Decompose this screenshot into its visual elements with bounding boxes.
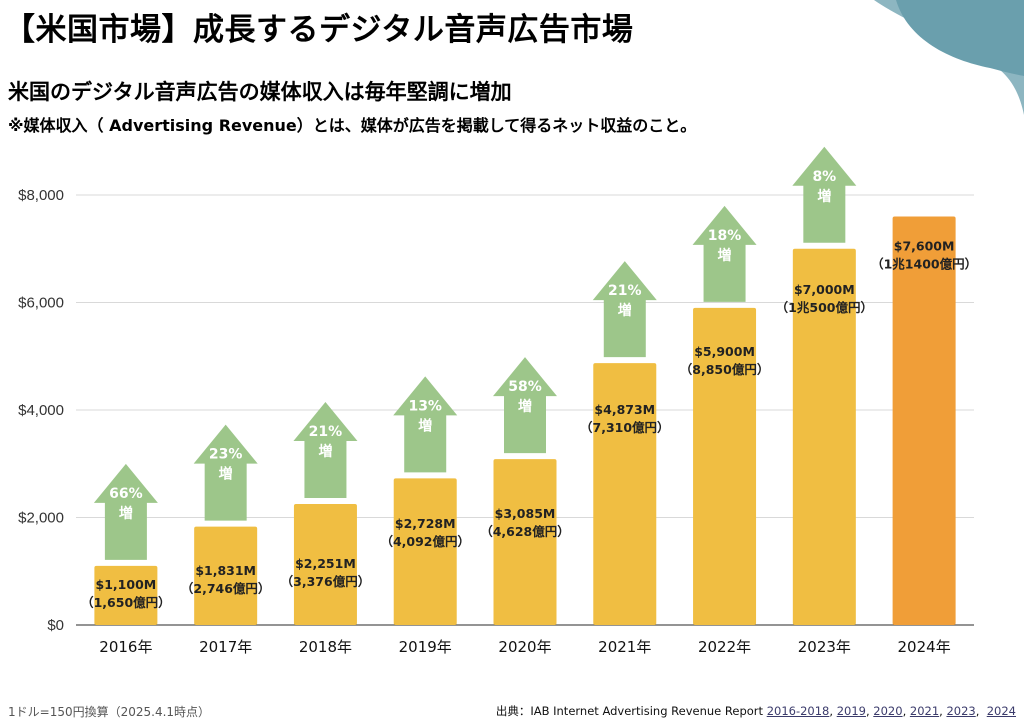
- growth-suffix-label: 増: [618, 302, 632, 319]
- bar-2023年: [792, 248, 856, 625]
- y-tick-label: $2,000: [18, 510, 64, 527]
- source-link-2021[interactable]: 2021: [909, 704, 940, 718]
- growth-arrow-2017年: [193, 424, 258, 521]
- yen-label: （8,850億円）: [680, 362, 770, 377]
- growth-suffix-label: 増: [119, 505, 133, 522]
- y-tick-label: $0: [47, 617, 64, 634]
- yen-label: （4,628億円）: [480, 524, 570, 539]
- growth-pct-label: 8%: [812, 169, 836, 185]
- x-tick-label: 2019年: [399, 638, 452, 656]
- growth-arrows: 66% 増 23% 増 21% 増 13% 増 58% 増 21% 増 18% 増 8% 増: [93, 146, 857, 560]
- source-link-2019[interactable]: 2019: [836, 704, 866, 718]
- growth-arrow-2018年: [293, 402, 358, 499]
- growth-pct-label: 66%: [109, 486, 143, 502]
- value-label: $7,600M: [894, 239, 955, 254]
- yen-label: （1兆1400億円）: [871, 257, 977, 272]
- growth-suffix-label: 増: [718, 247, 732, 264]
- yen-label: （1兆500億円）: [776, 300, 873, 315]
- growth-suffix-label: 増: [219, 466, 233, 483]
- x-tick-label: 2022年: [698, 638, 751, 656]
- y-tick-label: $4,000: [18, 402, 64, 419]
- exchange-rate-footnote: 1ドル=150円換算（2025.4.1時点）: [8, 705, 211, 719]
- bar-2018年: [293, 504, 357, 625]
- bar-2017年: [194, 526, 258, 625]
- source-prefix: 出典：IAB Internet Advertising Revenue Repo…: [495, 704, 767, 718]
- value-label: $2,728M: [395, 516, 456, 531]
- x-tick-label: 2020年: [498, 638, 551, 656]
- yen-label: （4,092億円）: [380, 534, 470, 549]
- x-tick-label: 2016年: [99, 638, 152, 656]
- value-label: $3,085M: [495, 506, 556, 521]
- growth-suffix-label: 増: [817, 188, 831, 205]
- growth-pct-label: 58%: [508, 379, 542, 395]
- revenue-bar-chart: $0 $2,000 $4,000 $6,000 $8,000 66% 増 23% 増 21% 増 1…: [18, 146, 977, 656]
- source-link-2023[interactable]: 2023: [946, 704, 976, 718]
- bar-2019年: [393, 478, 457, 625]
- growth-arrow-2020年: [493, 357, 557, 454]
- yen-label: （1,650億円）: [81, 595, 171, 610]
- bar-2020年: [493, 459, 557, 625]
- data-labels: $1,100M （1,650億円） $1,831M （2,746億円） $2,251M （…: [81, 239, 977, 611]
- growth-suffix-label: 増: [418, 417, 432, 434]
- growth-arrow-2022年: [692, 205, 757, 302]
- yen-label: （7,310億円）: [580, 420, 670, 435]
- growth-pct-label: 18%: [708, 228, 742, 244]
- value-label: $1,831M: [195, 563, 256, 578]
- growth-pct-label: 21%: [608, 283, 642, 299]
- bar-2016年: [94, 565, 158, 625]
- growth-pct-label: 23%: [209, 447, 243, 463]
- bars: [94, 216, 956, 625]
- yen-label: （3,376億円）: [281, 574, 371, 589]
- definition-note: ※媒体収入（ Advertising Revenue）とは、媒体が広告を掲載して…: [8, 116, 697, 135]
- value-label: $1,100M: [96, 577, 157, 592]
- source-citation: 出典：IAB Internet Advertising Revenue Repo…: [495, 704, 1016, 718]
- growth-arrow-2019年: [393, 376, 458, 473]
- x-axis-ticks: 2016年 2017年 2018年 2019年 2020年 2021年 2022年 2023年…: [99, 638, 950, 656]
- y-tick-label: $6,000: [18, 295, 64, 312]
- x-tick-label: 2018年: [299, 638, 352, 656]
- growth-arrow-2023年: [792, 146, 857, 243]
- source-link-2024[interactable]: 2024: [986, 704, 1016, 718]
- y-tick-label: $8,000: [18, 187, 64, 204]
- x-tick-label: 2017年: [199, 638, 252, 656]
- decoration-wave-dark: [896, 0, 1024, 76]
- page-subtitle: 米国のデジタル音声広告の媒体収入は毎年堅調に増加: [8, 80, 512, 104]
- value-label: $2,251M: [295, 556, 356, 571]
- growth-pct-label: 21%: [309, 424, 343, 440]
- value-label: $4,873M: [594, 402, 655, 417]
- value-label: $5,900M: [694, 344, 755, 359]
- bar-2021年: [593, 363, 657, 625]
- source-link-2016-2018[interactable]: 2016-2018: [766, 704, 830, 718]
- growth-arrow-2021年: [592, 261, 657, 358]
- growth-suffix-label: 増: [518, 398, 532, 415]
- yen-label: （2,746億円）: [181, 581, 271, 596]
- bar-2022年: [693, 307, 757, 625]
- value-label: $7,000M: [794, 282, 855, 297]
- growth-suffix-label: 増: [318, 443, 332, 460]
- source-link-2020[interactable]: 2020: [873, 704, 903, 718]
- bar-2024年: [892, 216, 956, 625]
- growth-arrow-2016年: [93, 463, 158, 560]
- x-tick-label: 2024年: [898, 638, 951, 656]
- x-tick-label: 2021年: [598, 638, 651, 656]
- x-tick-label: 2023年: [798, 638, 851, 656]
- corner-decoration: [874, 0, 1024, 115]
- page-title: 【米国市場】成長するデジタル音声広告市場: [4, 12, 634, 48]
- growth-pct-label: 13%: [408, 398, 442, 414]
- y-axis-ticks: $0 $2,000 $4,000 $6,000 $8,000: [18, 187, 64, 634]
